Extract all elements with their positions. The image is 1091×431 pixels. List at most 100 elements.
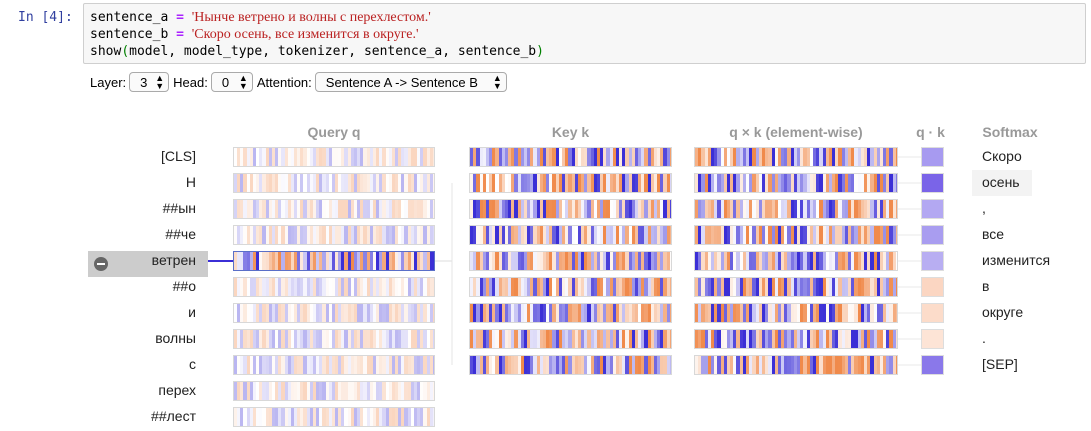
vector-cell <box>647 278 652 296</box>
query-token[interactable]: ##лест <box>151 408 196 424</box>
key-token[interactable]: Скоро <box>982 148 1022 164</box>
query-token[interactable]: с <box>189 356 196 372</box>
vector-cell <box>669 226 671 244</box>
vector-cell <box>328 382 333 400</box>
vector-cell <box>372 252 377 270</box>
vector-cell <box>587 252 592 270</box>
query-token[interactable]: ##о <box>172 278 196 294</box>
vector-cell <box>883 278 887 296</box>
vector-cell <box>739 278 744 296</box>
vector-cell <box>501 148 506 166</box>
query-token[interactable]: и <box>188 304 196 320</box>
head-label: Head: <box>173 74 208 90</box>
key-token[interactable]: . <box>982 330 986 346</box>
vector-cell <box>730 148 734 166</box>
vector-cell <box>777 304 782 322</box>
vector-cell <box>249 148 254 166</box>
vector-cell <box>319 304 323 322</box>
vector-cell <box>860 200 865 218</box>
vector-cell <box>410 382 415 400</box>
vector-cell <box>606 174 611 192</box>
vector-cell <box>353 226 358 244</box>
vector-cell <box>398 356 402 374</box>
vector-cell <box>379 382 383 400</box>
query-token[interactable]: [CLS] <box>160 148 196 164</box>
vector-cell <box>300 200 305 218</box>
vector-cell <box>752 304 757 322</box>
query-token[interactable]: Н <box>185 174 196 190</box>
key-token[interactable]: в <box>982 278 990 294</box>
vector-cell <box>867 330 871 348</box>
query-token[interactable]: волны <box>155 330 196 346</box>
head-select[interactable]: 0 ▲ ▼ <box>210 72 253 92</box>
vector-cell <box>347 408 352 426</box>
vector-cell <box>382 252 387 270</box>
vector-cell <box>498 226 503 244</box>
key-token[interactable]: , <box>982 200 986 216</box>
vector-cell <box>854 148 859 166</box>
vector-cell <box>297 330 301 348</box>
key-token[interactable]: все <box>982 226 1005 242</box>
vector-cell <box>489 304 493 322</box>
vector-cell <box>816 226 820 244</box>
vector-cell <box>265 330 270 348</box>
vector-cell <box>290 252 295 270</box>
query-token[interactable]: ##ын <box>162 200 196 216</box>
vector-cell <box>246 148 251 166</box>
vector-cell <box>398 226 402 244</box>
vector-cell <box>710 252 715 270</box>
vector-cell <box>297 252 301 270</box>
vector-cell <box>309 330 314 348</box>
vector-cell <box>758 174 763 192</box>
query-token[interactable]: ветрен <box>151 252 196 268</box>
query-token[interactable]: перех <box>158 382 196 398</box>
vector-cell <box>628 330 633 348</box>
vector-cell <box>809 330 814 348</box>
vector-cell <box>568 278 573 296</box>
vector-cell <box>612 356 617 374</box>
layer-select[interactable]: 3 ▲ ▼ <box>129 72 170 92</box>
code-cell[interactable]: sentence_a = 'Нынче ветрено и волны с пе… <box>83 3 1086 64</box>
vector-cell <box>401 278 406 296</box>
attention-label: Attention: <box>256 74 312 90</box>
vector-cell <box>761 252 766 270</box>
vector-cell <box>319 252 323 270</box>
selected-token-highlight[interactable] <box>88 251 208 277</box>
vector-cell <box>262 330 267 348</box>
vector-cell <box>259 148 263 166</box>
attention-select[interactable]: Sentence A -> Sentence B ▲ ▼ <box>314 72 507 92</box>
vector-cell <box>666 330 671 348</box>
vector-cell <box>398 252 402 270</box>
vector-cell <box>730 330 734 348</box>
vector-cell <box>857 304 862 322</box>
vector-cell <box>328 304 333 322</box>
key-token[interactable]: [SEP] <box>982 356 1018 372</box>
vector-cell <box>275 148 279 166</box>
vector-cell <box>243 278 248 296</box>
minus-circle-icon[interactable] <box>94 257 108 271</box>
key-token[interactable]: осень <box>982 174 1020 190</box>
vector-cell <box>335 148 339 166</box>
query-token[interactable]: ##че <box>165 226 196 242</box>
vector-cell <box>701 226 706 244</box>
vector-cell <box>379 278 383 296</box>
vector-cell <box>631 174 636 192</box>
vector-cell <box>385 252 390 270</box>
vector-cell <box>660 200 665 218</box>
vector-cell <box>768 148 773 166</box>
vector-cell <box>619 226 623 244</box>
vector-cell <box>495 200 500 218</box>
vector-cell <box>803 148 808 166</box>
vector-cell <box>252 330 257 348</box>
vector-cell <box>631 252 636 270</box>
vector-cell <box>413 278 418 296</box>
key-token[interactable]: округе <box>982 304 1024 320</box>
vector-cell <box>470 304 474 322</box>
vector-cell <box>622 148 627 166</box>
vector-cell <box>376 382 380 400</box>
vector-cell <box>423 356 428 374</box>
vector-cell <box>363 200 368 218</box>
key-token[interactable]: изменится <box>982 252 1051 268</box>
vector-cell <box>742 200 747 218</box>
vector-cell <box>501 200 506 218</box>
